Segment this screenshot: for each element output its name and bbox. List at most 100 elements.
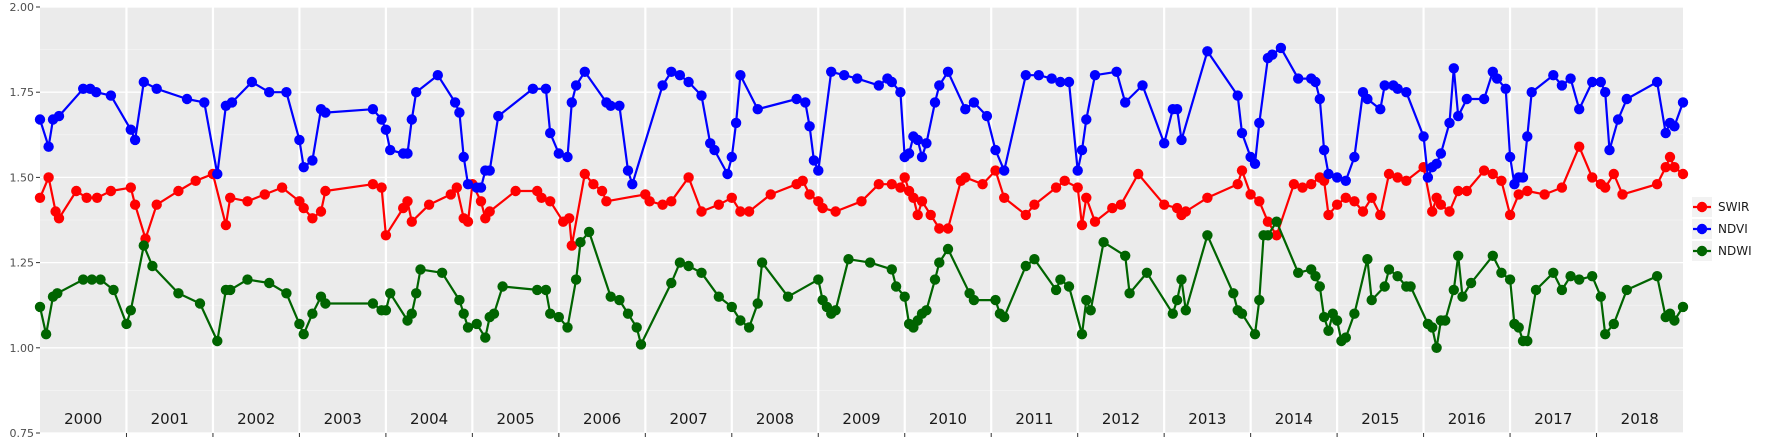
ndvi-point <box>1669 121 1680 132</box>
ndvi-point <box>627 179 638 190</box>
swir-point <box>1608 168 1620 180</box>
ndvi-point <box>226 97 238 108</box>
ndwi-point <box>1176 274 1187 285</box>
ndvi-point <box>34 114 46 125</box>
swir-point <box>1461 185 1473 197</box>
legend-label: SWIR <box>1718 200 1749 214</box>
ndwi-point <box>1340 332 1352 343</box>
ndwi-point <box>1496 267 1507 278</box>
swir-point <box>644 196 655 207</box>
swir-point <box>1401 175 1412 186</box>
ndvi-point <box>307 155 318 166</box>
ndvi-point <box>1595 76 1607 88</box>
ndvi-point <box>657 80 668 91</box>
swir-point <box>1254 196 1265 207</box>
ndwi-point <box>1050 284 1062 296</box>
swir-point <box>1383 168 1395 180</box>
ndwi-point <box>886 264 897 275</box>
ndwi-point <box>614 294 625 306</box>
ndwi-point <box>553 311 564 323</box>
ndvi-point <box>493 110 504 122</box>
year-label: 2013 <box>1188 410 1226 428</box>
ndwi-point <box>264 277 275 289</box>
ndvi-point <box>579 66 590 78</box>
ndvi-point <box>929 97 941 108</box>
ndwi-point <box>108 284 119 296</box>
swir-point <box>1487 168 1499 180</box>
legend: SWIR NDVI NDWI <box>1692 197 1752 261</box>
swir-point <box>990 165 1001 176</box>
ndwi-point <box>1453 250 1464 261</box>
swir-point <box>462 216 474 227</box>
ndvi-point <box>367 104 379 115</box>
ndvi-point <box>1232 90 1243 101</box>
year-label: 2009 <box>842 410 880 428</box>
swir-point <box>1677 168 1689 180</box>
swir-point <box>977 179 988 190</box>
ndwi-point <box>78 274 89 285</box>
ndwi-point <box>1522 335 1533 347</box>
ndwi-point <box>1392 271 1403 282</box>
swir-point <box>1029 199 1040 210</box>
ndwi-point <box>1318 311 1330 323</box>
ndvi-point <box>1089 70 1101 81</box>
ndwi-point <box>1124 288 1135 299</box>
ndvi-point <box>1587 76 1598 88</box>
legend-point <box>1696 201 1708 213</box>
ndvi-point <box>1448 63 1460 74</box>
ndwi-point <box>1085 305 1096 316</box>
swir-point <box>666 196 677 207</box>
swir-point <box>1262 216 1274 227</box>
swir-point <box>696 206 707 217</box>
ndwi-point <box>1608 318 1620 330</box>
year-label: 2010 <box>929 410 967 428</box>
legend-item-ndwi: NDWI <box>1692 241 1752 261</box>
ndvi-point <box>666 66 677 78</box>
swir-point <box>545 196 556 207</box>
swir-point <box>242 196 253 207</box>
swir-point <box>81 192 92 203</box>
ndvi-point <box>1422 172 1434 183</box>
ndwi-point <box>1055 274 1066 285</box>
ndwi-point <box>1465 277 1477 289</box>
swir-point <box>1232 179 1243 190</box>
ndvi-point <box>1310 76 1321 88</box>
y-axis: 0.75 1.00 1.25 1.50 1.75 2.00 <box>10 1 40 440</box>
ndwi-point <box>1202 230 1213 241</box>
ndwi-point <box>194 298 206 309</box>
ndwi-point <box>1141 267 1153 278</box>
ndvi-point <box>1435 148 1447 159</box>
ndvi-point <box>475 182 487 193</box>
swir-point <box>1245 189 1256 200</box>
year-label: 2015 <box>1361 410 1399 428</box>
ndvi-point <box>411 87 422 98</box>
swir-point <box>797 175 808 186</box>
swir-point <box>129 199 141 210</box>
ndvi-point <box>462 179 474 190</box>
ndwi-point <box>864 257 876 268</box>
ndwi-point <box>34 301 46 313</box>
ndvi-point <box>129 134 141 146</box>
ndvi-point <box>376 114 387 125</box>
swir-point <box>1089 216 1101 227</box>
swir-point <box>1375 209 1386 221</box>
swir-point <box>588 179 599 190</box>
year-label: 2017 <box>1534 410 1572 428</box>
swir-point <box>1133 168 1144 180</box>
ndwi-point <box>1565 271 1576 282</box>
swir-point <box>125 182 136 193</box>
swir-point <box>743 206 755 217</box>
ndwi-point <box>1587 271 1598 282</box>
ndvi-point <box>458 151 469 163</box>
swir-point <box>856 196 867 207</box>
ndvi-point <box>800 97 811 108</box>
year-label: 2005 <box>497 410 535 428</box>
ndvi-point <box>294 134 305 146</box>
ndvi-point <box>683 76 694 88</box>
ndvi-point <box>1293 73 1304 84</box>
ndwi-point <box>1600 329 1611 340</box>
y-tick-label: 1.50 <box>10 171 35 184</box>
year-label: 2014 <box>1275 410 1313 428</box>
ndwi-point <box>1310 271 1321 282</box>
ndvi-point <box>791 93 802 105</box>
